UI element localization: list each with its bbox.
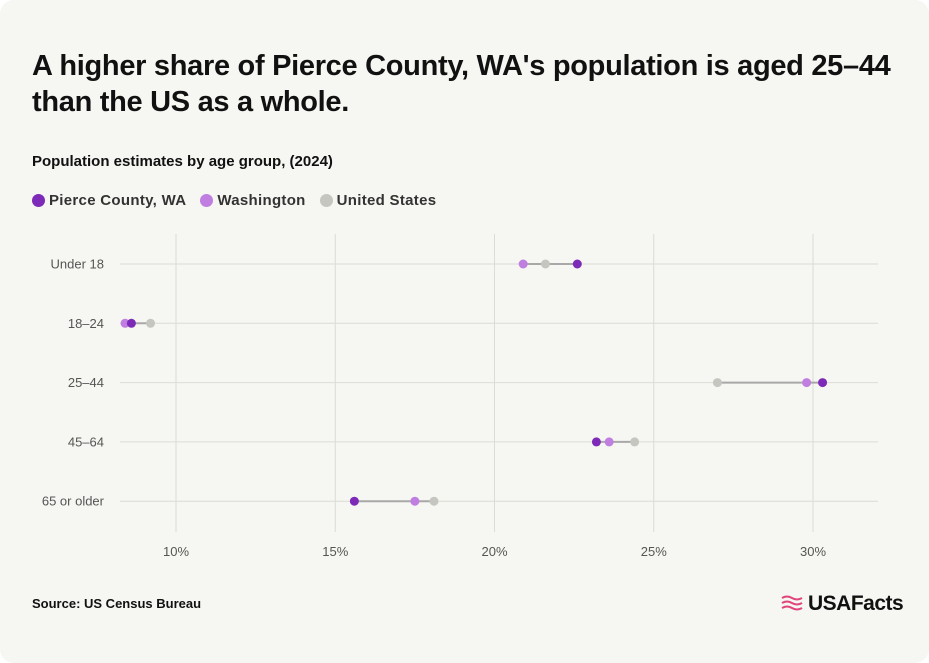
washington-dot	[604, 437, 614, 447]
y-category-label: Under 18	[51, 257, 104, 272]
pierce-dot	[126, 318, 136, 328]
legend: Pierce County, WA Washington United Stat…	[32, 192, 450, 209]
brand-name: USAFacts	[808, 592, 904, 615]
chart-title: A higher share of Pierce County, WA's po…	[32, 50, 891, 118]
x-tick-label: 30%	[800, 544, 826, 559]
legend-item-us: United States	[319, 192, 437, 209]
y-category-label: 18–24	[68, 316, 104, 331]
us-dot	[630, 437, 640, 447]
pierce-dot	[818, 378, 828, 388]
legend-item-pierce: Pierce County, WA	[32, 192, 186, 209]
legend-dot-us	[319, 194, 333, 207]
washington-dot	[410, 496, 420, 506]
legend-item-washington: Washington	[200, 192, 305, 209]
pierce-dot	[349, 496, 359, 506]
x-tick-label: 20%	[481, 544, 507, 559]
usafacts-logo: USAFacts	[780, 592, 904, 616]
legend-dot-pierce	[32, 194, 45, 207]
pierce-dot	[572, 259, 582, 269]
y-category-label: 65 or older	[42, 494, 105, 509]
us-dot	[712, 378, 722, 388]
chart-subtitle: Population estimates by age group, (2024…	[32, 153, 333, 170]
x-tick-label: 25%	[641, 544, 667, 559]
pierce-dot	[591, 437, 601, 447]
legend-label-us: United States	[336, 192, 437, 209]
washington-dot	[120, 318, 130, 328]
us-dot	[429, 496, 439, 506]
source-note: Source: US Census Bureau	[32, 596, 202, 611]
us-dot	[146, 318, 156, 328]
flag-icon	[781, 595, 803, 611]
legend-label-washington: Washington	[217, 192, 306, 209]
washington-dot	[802, 378, 812, 388]
y-category-label: 45–64	[68, 434, 104, 449]
x-tick-label: 10%	[163, 544, 189, 559]
y-category-label: 25–44	[68, 375, 104, 390]
legend-label-pierce: Pierce County, WA	[49, 192, 187, 209]
us-dot	[540, 259, 550, 269]
legend-dot-washington	[200, 194, 214, 207]
x-tick-label: 15%	[322, 544, 348, 559]
washington-dot	[518, 259, 528, 269]
